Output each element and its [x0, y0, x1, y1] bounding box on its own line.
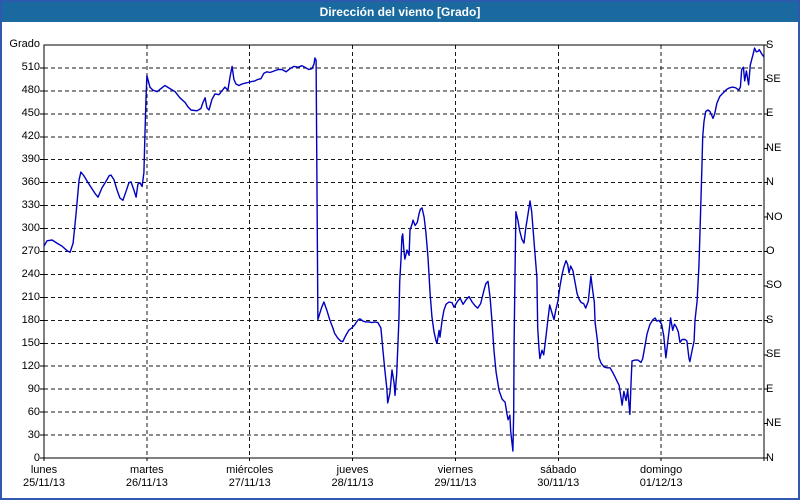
day-name: lunes	[30, 464, 58, 476]
compass-tick-label: SO	[766, 279, 782, 292]
x-day-label: martes 26/11/13	[95, 464, 199, 490]
y-tick-label: 90	[27, 382, 40, 395]
day-name: sábado	[540, 464, 577, 476]
y-tick-label: 480	[21, 84, 40, 97]
day-name: jueves	[336, 464, 369, 476]
y-tick-label: 210	[21, 290, 40, 303]
y-tick-label: 360	[21, 176, 40, 189]
compass-tick-label: NO	[766, 210, 783, 223]
day-date: 26/11/13	[125, 477, 168, 489]
compass-tick-label: S	[766, 313, 774, 326]
x-day-label: domingo 01/12/13	[609, 464, 713, 490]
y-tick-label: 300	[21, 222, 40, 235]
day-date: 27/11/13	[228, 477, 271, 489]
compass-tick-label: SE	[766, 348, 781, 361]
day-date: 25/11/13	[22, 477, 65, 489]
day-name: martes	[130, 464, 164, 476]
compass-tick-label: S	[766, 38, 774, 51]
day-date: 01/12/13	[639, 477, 683, 489]
y-tick-label: 240	[21, 267, 40, 280]
y-tick-label: 390	[21, 153, 40, 166]
x-day-label: miércoles 27/11/13	[198, 464, 302, 490]
x-day-label: viernes 29/11/13	[403, 464, 507, 490]
y-tick-label: 270	[21, 245, 40, 257]
day-name: domingo	[640, 464, 683, 476]
y-tick-label: 150	[21, 336, 40, 349]
y-tick-label: 30	[27, 428, 40, 441]
y-tick-label: 450	[21, 107, 40, 120]
y-tick-label: 0	[33, 451, 40, 464]
window-title: Dirección del viento [Grado]	[319, 5, 481, 19]
x-day-label: sábado 30/11/13	[506, 464, 610, 490]
day-date: 29/11/13	[434, 477, 477, 489]
y-tick-label: 330	[21, 199, 40, 212]
y-tick-label: 420	[21, 130, 40, 143]
compass-tick-label: N	[766, 176, 774, 189]
y-tick-label: 120	[21, 359, 40, 372]
plot-area	[40, 44, 768, 461]
day-name: viernes	[437, 464, 474, 476]
day-date: 30/11/13	[537, 477, 580, 489]
compass-tick-label: NE	[766, 417, 782, 430]
wind-direction-line	[43, 47, 765, 452]
day-date: 28/11/13	[331, 477, 374, 489]
x-day-label: lunes 25/11/13	[2, 464, 96, 490]
y-tick-label: 180	[21, 313, 40, 326]
compass-tick-label: SE	[766, 72, 781, 85]
compass-tick-label: O	[766, 245, 775, 257]
compass-tick-label: NE	[766, 141, 782, 154]
title-bar: Dirección del viento [Grado]	[2, 2, 798, 22]
plot-border	[43, 44, 765, 459]
y-tick-label: 510	[21, 61, 40, 74]
compass-tick-label: E	[766, 107, 774, 120]
y-tick-label: 60	[27, 405, 40, 418]
compass-tick-label: N	[766, 451, 774, 464]
compass-tick-label: E	[766, 382, 774, 395]
day-name: miércoles	[226, 464, 274, 476]
y-axis-unit-label: Grado	[9, 38, 40, 50]
x-day-label: jueves 28/11/13	[301, 464, 405, 490]
